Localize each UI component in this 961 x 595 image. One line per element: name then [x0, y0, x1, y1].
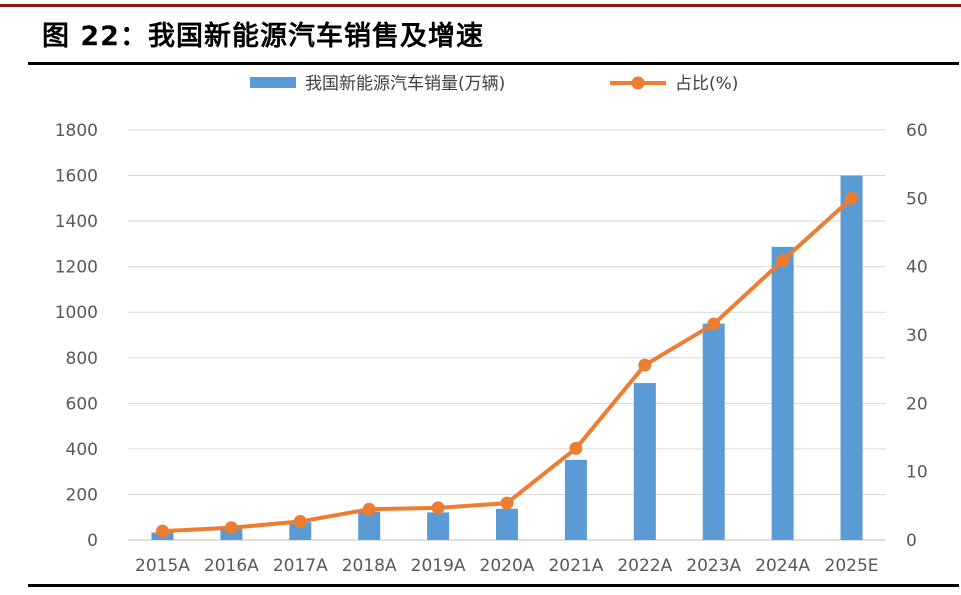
line-point	[638, 358, 652, 372]
x-tick-label: 2015A	[135, 556, 190, 576]
line-point	[431, 501, 445, 515]
x-tick-label: 2022A	[617, 556, 672, 576]
left-tick-label: 1400	[55, 212, 98, 232]
x-tick-label: 2025E	[825, 556, 879, 576]
line-point	[224, 521, 238, 535]
left-tick-label: 0	[87, 531, 98, 551]
bar	[289, 522, 312, 540]
x-tick-label: 2021A	[548, 556, 603, 576]
title-rule	[28, 62, 959, 65]
right-tick-label: 60	[906, 121, 928, 141]
right-tick-label: 20	[906, 394, 928, 414]
top-rule	[0, 4, 961, 7]
line-point	[293, 515, 307, 529]
bar	[840, 175, 863, 541]
chart-title: 图 22：我国新能源汽车销售及增速	[42, 21, 484, 52]
line-series	[155, 191, 859, 538]
bar	[633, 383, 656, 540]
bar	[358, 511, 381, 540]
bar	[702, 323, 725, 540]
x-axis-ticks: 2015A 2016A 2017A 2018A 2019A 2020A 2021A 2022A…	[135, 556, 879, 576]
bar	[496, 508, 518, 540]
line-point	[569, 441, 583, 455]
line-point	[845, 191, 859, 205]
left-tick-label: 800	[66, 349, 98, 369]
right-tick-label: 0	[906, 531, 917, 551]
left-tick-label: 600	[66, 394, 98, 414]
left-tick-label: 200	[66, 485, 98, 505]
bar	[771, 246, 794, 540]
left-tick-label: 1200	[55, 258, 98, 278]
legend-line-label: 占比(%)	[675, 74, 738, 94]
line-path	[162, 196, 853, 534]
legend-bar-swatch	[250, 77, 296, 88]
line-point	[362, 502, 376, 516]
right-tick-label: 10	[906, 463, 928, 483]
bottom-rule	[28, 584, 959, 587]
line-point	[155, 524, 169, 538]
right-tick-label: 40	[906, 258, 928, 278]
x-tick-label: 2016A	[204, 556, 259, 576]
bar	[564, 459, 587, 540]
x-tick-label: 2017A	[273, 556, 328, 576]
line-point	[776, 254, 790, 268]
right-tick-label: 30	[906, 326, 928, 346]
left-axis-ticks: 0 200 400 600 800 1000 1200 1400 1600 1800	[55, 121, 98, 551]
line-point	[707, 317, 721, 331]
legend-bar-label: 我国新能源汽车销量(万辆)	[305, 74, 505, 94]
line-point	[500, 496, 514, 510]
left-tick-label: 1000	[55, 303, 98, 323]
x-tick-label: 2019A	[411, 556, 466, 576]
x-tick-label: 2018A	[342, 556, 397, 576]
x-tick-label: 2024A	[755, 556, 810, 576]
left-tick-label: 400	[66, 440, 98, 460]
left-tick-label: 1600	[55, 167, 98, 187]
legend: 我国新能源汽车销量(万辆) 占比(%)	[250, 74, 738, 94]
right-tick-label: 50	[906, 189, 928, 209]
x-tick-label: 2020A	[480, 556, 535, 576]
left-tick-label: 1800	[55, 121, 98, 141]
right-axis-ticks: 0 10 20 30 40 50 60	[906, 121, 928, 551]
gridlines	[128, 129, 886, 541]
x-tick-label: 2023A	[686, 556, 741, 576]
bar	[427, 512, 450, 540]
legend-line-marker	[631, 76, 645, 90]
